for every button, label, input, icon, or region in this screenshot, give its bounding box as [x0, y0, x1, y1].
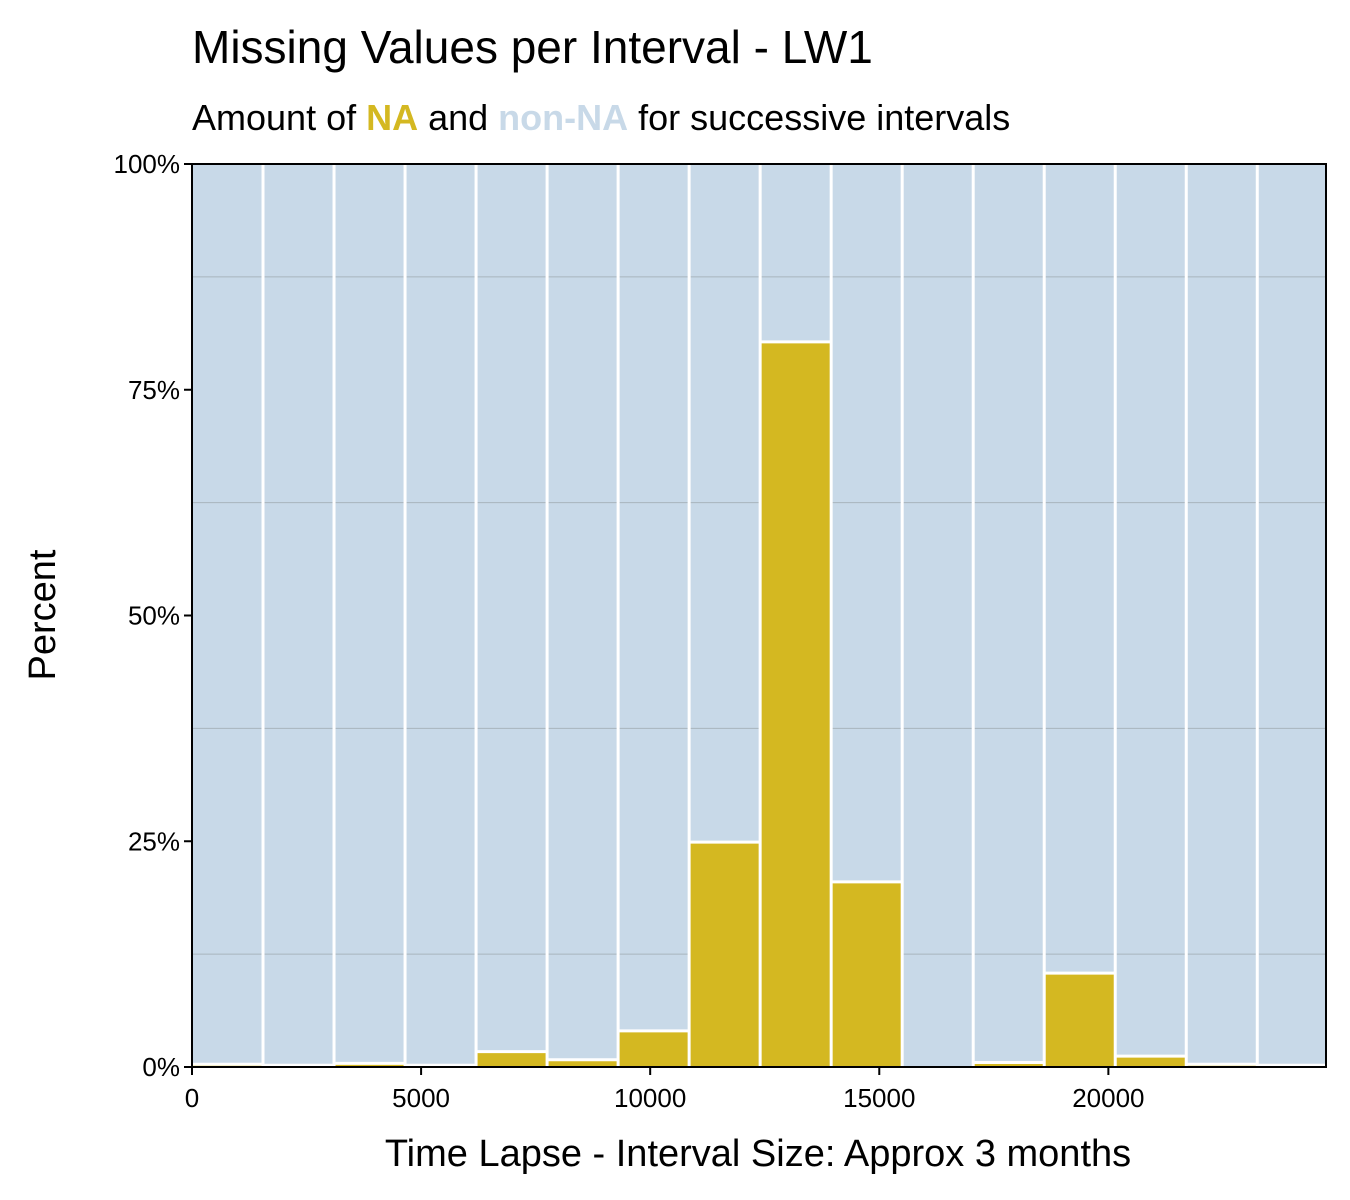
subtitle-non-na-word: non-NA: [498, 97, 628, 138]
x-tick-label: 20000: [1072, 1083, 1144, 1113]
non-na-bar: [263, 164, 335, 1067]
non-na-bar: [476, 164, 548, 1067]
non-na-bar: [1186, 164, 1258, 1067]
na-bar: [334, 1063, 406, 1067]
na-bar: [760, 341, 832, 1067]
non-na-bar: [334, 164, 406, 1067]
na-bar: [618, 1030, 690, 1067]
plot-area: 0% 25% 50% 75% 100% 0 5000 10000 15000 20000: [114, 149, 1327, 1113]
subtitle-na-word: NA: [366, 97, 418, 138]
non-na-bar: [405, 164, 477, 1067]
na-bar: [476, 1051, 548, 1067]
non-na-bar: [1257, 164, 1326, 1067]
subtitle-prefix: Amount of: [192, 97, 366, 138]
y-tick-label: 75%: [128, 375, 180, 405]
y-tick-label: 50%: [128, 601, 180, 631]
x-axis-title: Time Lapse - Interval Size: Approx 3 mon…: [385, 1133, 1131, 1175]
subtitle-suffix: for successive intervals: [628, 97, 1010, 138]
y-axis-title: Percent: [22, 549, 64, 680]
non-na-bar: [902, 164, 974, 1067]
chart-subtitle: Amount of NA and non-NA for successive i…: [192, 97, 1010, 138]
x-tick-label: 15000: [843, 1083, 915, 1113]
y-tick-label: 100%: [114, 149, 181, 179]
non-na-bar: [973, 164, 1045, 1067]
non-na-bar: [192, 164, 264, 1067]
x-tick-label: 10000: [614, 1083, 686, 1113]
non-na-bar: [1115, 164, 1187, 1067]
na-bar: [689, 842, 761, 1067]
na-bar: [1115, 1056, 1187, 1067]
x-tick-label: 0: [185, 1083, 199, 1113]
chart-title: Missing Values per Interval - LW1: [192, 21, 873, 73]
non-na-bar: [547, 164, 619, 1067]
y-tick-label: 25%: [128, 826, 180, 856]
subtitle-middle: and: [418, 97, 498, 138]
na-bar: [831, 881, 903, 1067]
non-na-bar: [618, 164, 690, 1067]
non-na-bar: [1044, 164, 1116, 1067]
na-bar: [547, 1059, 619, 1067]
y-tick-label: 0%: [142, 1052, 180, 1082]
na-bar: [973, 1062, 1045, 1067]
na-bar: [1044, 973, 1116, 1067]
x-tick-label: 5000: [392, 1083, 450, 1113]
